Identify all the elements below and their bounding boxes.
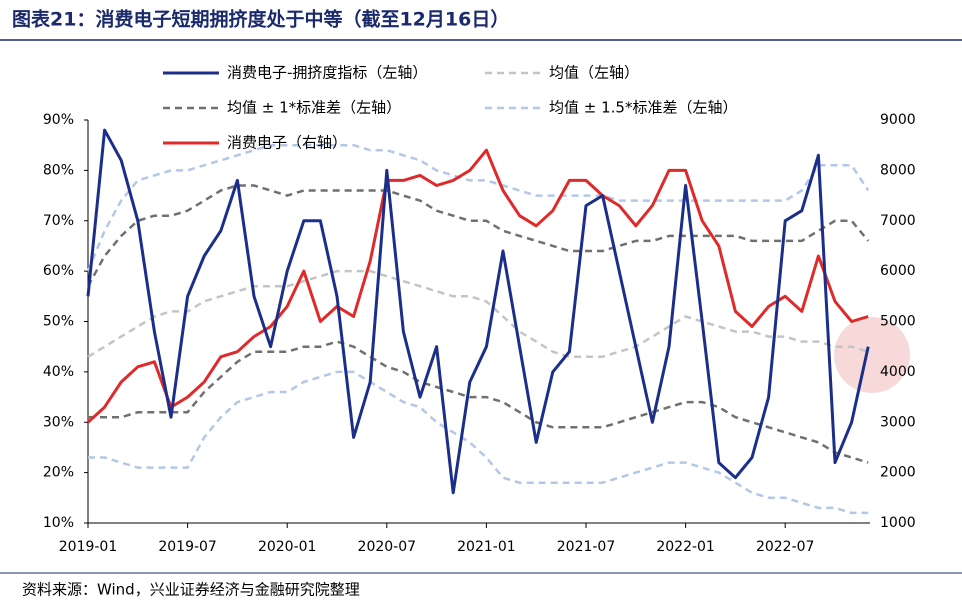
y-tick-label: 50% <box>43 314 74 330</box>
y2-tick-label: 8000 <box>880 162 916 178</box>
legend-label: 消费电子-拥挤度指标（左轴） <box>227 64 427 82</box>
x-tick-label: 2021-01 <box>457 539 516 555</box>
series-line <box>87 269 869 359</box>
y2-tick-label: 4000 <box>880 364 916 380</box>
x-tick-label: 2021-07 <box>557 539 616 555</box>
y-tick-label: 40% <box>43 364 74 380</box>
y-tick-label: 80% <box>43 162 74 178</box>
y-tick-label: 20% <box>43 465 74 481</box>
x-tick-label: 2022-07 <box>756 539 815 555</box>
legend-label: 均值 ± 1*标准差（左轴） <box>227 99 401 117</box>
legend-label: 消费电子（右轴） <box>227 134 347 152</box>
y2-tick-label: 1000 <box>880 515 916 531</box>
source: 资料来源：Wind，兴业证券经济与金融研究院整理 <box>22 581 360 599</box>
y-tick-label: 70% <box>43 213 74 229</box>
series-line <box>88 370 869 515</box>
series-line <box>86 148 869 424</box>
series-line <box>86 143 870 272</box>
y-tick-label: 10% <box>43 515 74 531</box>
chart-title: 图表21：消费电子短期拥挤度处于中等（截至12月16日） <box>12 8 509 31</box>
x-tick-label: 2019-07 <box>158 539 217 555</box>
y2-tick-label: 2000 <box>880 465 916 481</box>
series-line <box>86 128 870 495</box>
series-line <box>88 340 869 464</box>
y2-tick-label: 3000 <box>880 414 916 430</box>
y2-tick-label: 6000 <box>880 263 916 279</box>
y-tick-label: 60% <box>43 263 74 279</box>
x-tick-label: 2019-01 <box>59 539 118 555</box>
y-tick-label: 30% <box>43 414 74 430</box>
legend-label: 均值（左轴） <box>549 64 639 82</box>
x-tick-label: 2022-01 <box>656 539 715 555</box>
y2-tick-label: 7000 <box>880 213 916 229</box>
y2-tick-label: 9000 <box>880 112 916 128</box>
y2-tick-label: 5000 <box>880 314 916 330</box>
x-tick-label: 2020-01 <box>258 539 317 555</box>
y-tick-label: 90% <box>43 112 74 128</box>
series-line <box>86 184 870 287</box>
highlight-circle <box>834 317 910 393</box>
legend-label: 均值 ± 1.5*标准差（左轴） <box>549 99 737 117</box>
x-tick-label: 2020-07 <box>358 539 417 555</box>
